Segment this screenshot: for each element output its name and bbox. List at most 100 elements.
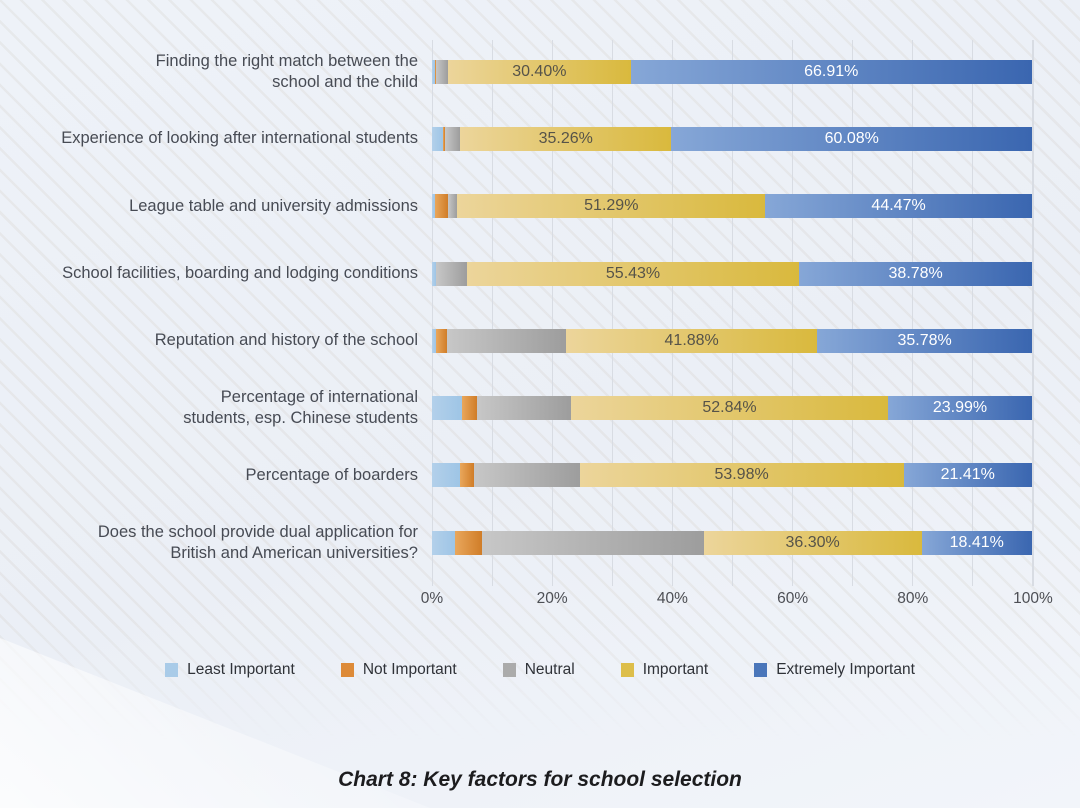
chart-row: Reputation and history of the school 41.8… — [0, 307, 1080, 374]
legend-item: Not Important — [340, 661, 457, 679]
legend-swatch-not-important — [340, 663, 354, 677]
bar-segment-important: 30.40% — [448, 59, 631, 84]
bar-segment-least-important — [432, 530, 455, 555]
bar-segment-least-important — [432, 59, 435, 84]
stacked-bar: 52.84% 23.99% — [432, 396, 1032, 421]
x-axis-tick-label: 80% — [897, 590, 929, 607]
bar-segment-neutral — [474, 463, 580, 488]
bar-segment-neutral — [436, 59, 449, 84]
bar-value-label: 55.43% — [605, 264, 661, 282]
bar-segment-not-important — [436, 328, 448, 353]
bar-segment-important: 52.84% — [571, 396, 889, 421]
chart-caption: Chart 8: Key factors for school selectio… — [338, 768, 742, 791]
category-label: League table and university admissions — [129, 196, 418, 215]
bar-value-label: 36.30% — [785, 533, 840, 551]
bar-segment-least-important — [432, 463, 461, 488]
bar-segment-extremely-important: 23.99% — [888, 396, 1032, 421]
bar-segment-important: 35.26% — [459, 126, 672, 151]
legend-item: Neutral — [502, 661, 575, 679]
x-axis-tick-label: 100% — [1013, 590, 1053, 607]
bar-value-label: 53.98% — [714, 466, 769, 484]
chart-rows: Finding the right match between the scho… — [0, 38, 1080, 576]
category-label: Percentage of boarders — [245, 465, 418, 484]
bar-segment-important: 41.88% — [566, 328, 818, 353]
bar-value-label: 44.47% — [871, 197, 926, 215]
bar-segment-extremely-important: 66.91% — [630, 59, 1032, 84]
bar-value-label: 51.29% — [584, 197, 639, 215]
chart-row: Percentage of international students, es… — [0, 374, 1080, 441]
category-label: Reputation and history of the school — [154, 331, 418, 350]
bar-segment-important: 55.43% — [466, 261, 800, 286]
bar-value-label: 52.84% — [702, 399, 757, 417]
category-label: School facilities, boarding and lodging … — [62, 263, 418, 282]
stacked-bar: 53.98% 21.41% — [432, 463, 1032, 488]
legend-swatch-important — [620, 663, 634, 677]
bar-segment-not-important — [454, 530, 483, 555]
bar-segment-least-important — [432, 328, 437, 353]
chart-row: Percentage of boarders 53.98% 21.41% — [0, 442, 1080, 509]
legend-swatch-neutral — [502, 663, 516, 677]
legend-label: Not Important — [362, 661, 457, 678]
bar-segment-extremely-important: 21.41% — [903, 463, 1032, 488]
bar-segment-extremely-important: 44.47% — [765, 194, 1032, 219]
bar-segment-extremely-important: 18.41% — [921, 530, 1032, 555]
legend-swatch-least-important — [165, 663, 179, 677]
bar-value-label: 35.26% — [538, 129, 593, 147]
bar-segment-important: 36.30% — [703, 530, 922, 555]
bar-segment-neutral — [436, 261, 467, 286]
bar-value-label: 30.40% — [512, 62, 567, 80]
bar-value-label: 41.88% — [664, 331, 719, 349]
category-label: Percentage of international students, es… — [183, 388, 418, 428]
bar-value-label: 18.41% — [949, 533, 1004, 551]
x-axis-ticks: 0% 20% 40% 60% 80% 100% — [421, 590, 1053, 612]
bar-segment-not-important — [435, 261, 437, 286]
bar-segment-neutral — [448, 194, 458, 219]
legend-label: Least Important — [187, 661, 295, 678]
chart-row: League table and university admissions 51… — [0, 173, 1080, 240]
legend-label: Extremely Important — [776, 661, 915, 678]
x-axis-tick-label: 20% — [536, 590, 568, 607]
category-label: Experience of looking after internationa… — [61, 129, 418, 148]
bar-value-label: 66.91% — [804, 62, 859, 80]
stacked-bar: 36.30% 18.41% — [432, 530, 1032, 555]
legend-item: Least Important — [165, 661, 295, 679]
bar-value-label: 21.41% — [940, 466, 995, 484]
bar-segment-not-important — [434, 194, 449, 219]
bar-segment-least-important — [432, 126, 444, 151]
bar-value-label: 60.08% — [824, 129, 879, 147]
bar-segment-important: 51.29% — [457, 194, 766, 219]
bar-segment-least-important — [432, 396, 463, 421]
stacked-bar: 55.43% 38.78% — [432, 261, 1032, 286]
chart-row: School facilities, boarding and lodging … — [0, 240, 1080, 307]
stacked-bar-chart: Finding the right match between the scho… — [0, 38, 1080, 612]
bar-segment-least-important — [432, 261, 436, 286]
chart-row: Does the school provide dual application… — [0, 509, 1080, 576]
legend-item: Extremely Important — [754, 661, 915, 679]
bar-value-label: 35.78% — [897, 331, 952, 349]
bar-segment-neutral — [445, 126, 460, 151]
legend-label: Important — [642, 661, 709, 678]
x-axis-tick-label: 40% — [656, 590, 688, 607]
chart-row: Finding the right match between the scho… — [0, 38, 1080, 105]
legend-label: Neutral — [524, 661, 575, 678]
category-label: Finding the right match between the scho… — [155, 51, 418, 91]
chart-legend: Least Important Not Important Neutral Impor… — [0, 661, 1080, 679]
bar-segment-extremely-important: 35.78% — [817, 328, 1032, 353]
legend-swatch-extremely-important — [754, 663, 768, 677]
bar-value-label: 38.78% — [888, 264, 943, 282]
bar-segment-least-important — [432, 194, 435, 219]
x-axis-tick-label: 0% — [420, 590, 444, 607]
x-axis-tick-label: 60% — [777, 590, 809, 607]
stacked-bar: 51.29% 44.47% — [432, 194, 1032, 219]
bar-segment-not-important — [462, 396, 477, 421]
bar-segment-not-important — [443, 126, 446, 151]
bar-segment-important: 53.98% — [579, 463, 904, 488]
bar-segment-not-important — [460, 463, 475, 488]
bar-segment-neutral — [476, 396, 571, 421]
bar-segment-neutral — [447, 328, 567, 353]
category-label: Does the school provide dual application… — [97, 522, 418, 562]
bar-segment-extremely-important: 38.78% — [799, 261, 1032, 286]
stacked-bar: 41.88% 35.78% — [432, 328, 1032, 353]
bar-segment-neutral — [482, 530, 704, 555]
legend-item: Important — [620, 661, 709, 679]
